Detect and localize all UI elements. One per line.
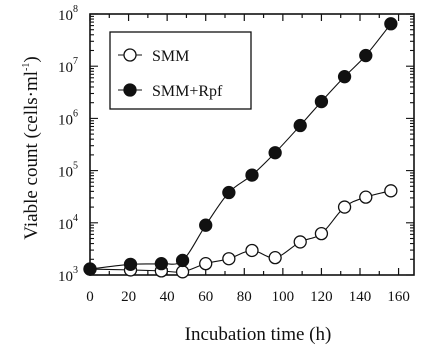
x-tick-label: 20 xyxy=(121,289,136,305)
y-tick-label: 105 xyxy=(58,161,78,181)
y-tick-label: 106 xyxy=(58,108,78,128)
data-point-smm-rpf xyxy=(199,218,213,232)
data-point-smm xyxy=(293,235,307,249)
y-tick-label: 107 xyxy=(58,56,78,76)
x-tick-label: 40 xyxy=(160,289,175,305)
data-point-smm-rpf xyxy=(359,48,373,63)
y-tick-label: 104 xyxy=(58,213,78,233)
data-point-smm-rpf xyxy=(268,146,282,160)
legend-marker-smm-rpf xyxy=(123,83,137,97)
y-axis-label-end: ) xyxy=(21,56,42,62)
y-axis-ticks: 103 104 105 106 107 108 xyxy=(58,4,414,285)
x-axis-ticks: 0 20 40 60 80 100 120 140 160 xyxy=(86,14,410,305)
legend-box xyxy=(109,31,252,110)
legend-label-smm: SMM xyxy=(152,48,189,65)
data-point-smm xyxy=(384,184,398,198)
data-point-smm xyxy=(245,243,259,258)
x-tick-label: 80 xyxy=(237,289,252,305)
x-tick-label: 60 xyxy=(198,289,213,305)
data-point-smm-rpf xyxy=(337,70,352,84)
legend: SMM SMM+Rpf xyxy=(109,31,252,110)
x-axis-label: Incubation time (h) xyxy=(185,324,332,345)
series-smm-rpf xyxy=(83,17,398,276)
data-point-smm-rpf xyxy=(222,185,236,200)
plot-frame xyxy=(89,13,415,276)
series-layer xyxy=(83,17,398,279)
data-point-smm xyxy=(314,226,329,241)
data-point-smm xyxy=(268,250,282,265)
series-smm xyxy=(83,184,398,279)
data-point-smm xyxy=(359,190,373,204)
data-point-smm-rpf xyxy=(83,262,97,276)
data-point-smm xyxy=(337,200,352,214)
data-point-smm-rpf xyxy=(154,256,169,271)
y-axis-label: Viable count (cells·ml-1) xyxy=(21,56,42,239)
x-tick-label: 0 xyxy=(86,289,94,305)
y-axis-label-main: Viable count (cells·ml xyxy=(21,71,42,240)
legend-label-smm-rpf: SMM+Rpf xyxy=(152,83,223,100)
x-tick-label: 120 xyxy=(310,289,333,305)
y-axis-label-superscript: -1 xyxy=(21,63,32,71)
x-tick-label: 140 xyxy=(349,289,372,305)
data-point-smm-rpf xyxy=(123,257,138,271)
data-point-smm xyxy=(222,252,236,266)
data-point-smm xyxy=(199,256,213,271)
y-tick-label: 108 xyxy=(58,4,78,24)
data-point-smm-rpf xyxy=(245,168,259,182)
y-tick-label: 103 xyxy=(58,265,78,285)
data-point-smm-rpf xyxy=(175,253,190,268)
x-tick-label: 160 xyxy=(387,289,410,305)
legend-marker-smm xyxy=(123,48,137,62)
data-point-smm xyxy=(175,265,190,279)
x-tick-label: 100 xyxy=(272,289,295,305)
data-point-smm-rpf xyxy=(314,94,329,109)
data-point-smm-rpf xyxy=(293,118,307,133)
data-point-smm-rpf xyxy=(384,17,398,31)
